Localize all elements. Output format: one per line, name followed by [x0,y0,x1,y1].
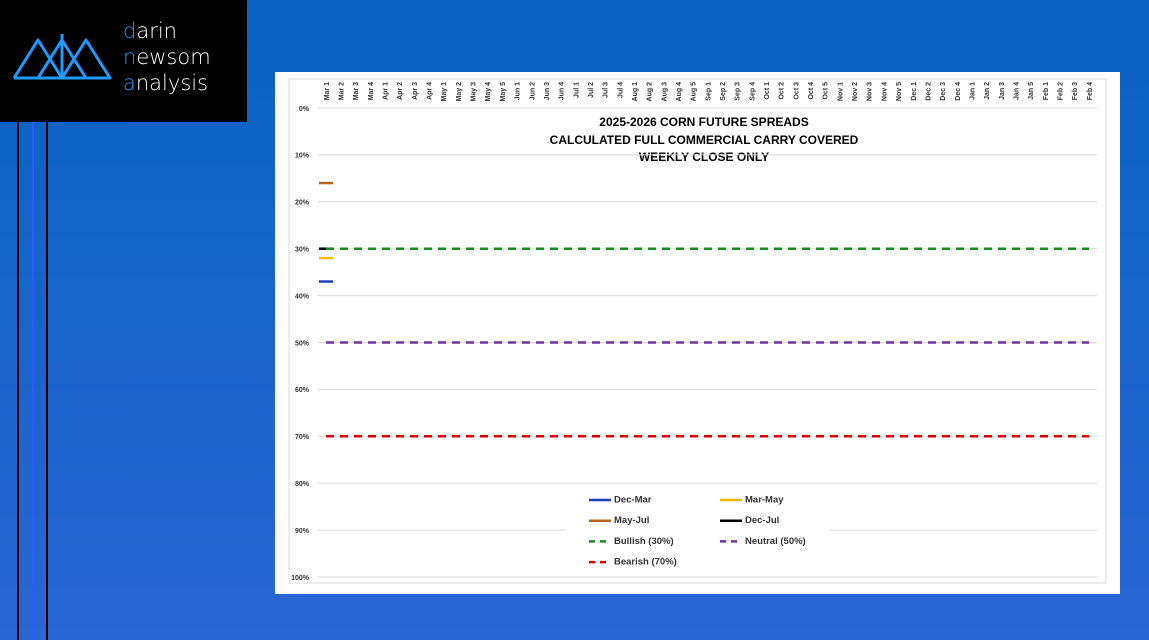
x-tick-label: Nov 4 [881,82,888,101]
brand-word: darin [123,19,177,43]
y-tick-label: 0% [299,106,310,113]
legend-label: Bearish (70%) [614,557,677,568]
y-tick-label: 80% [295,481,310,488]
x-tick-label: Oct 3 [793,82,800,100]
decor-line [17,122,19,640]
x-tick-label: Feb 2 [1057,82,1064,100]
logo-icon [12,34,112,80]
x-tick-label: Jul 3 [603,82,610,98]
x-tick-label: Jan 5 [1028,82,1035,100]
x-tick-label: Feb 4 [1087,82,1094,100]
legend-label: Dec-Jul [745,515,779,526]
x-tick-label: Oct 4 [808,82,815,100]
x-tick-label: Dec 1 [911,82,918,101]
brand-word: analysis [123,71,209,95]
x-tick-label: Jul 2 [588,82,595,98]
chart-title: 2025-2026 CORN FUTURE SPREADS [599,115,808,129]
x-tick-label: May 2 [456,82,463,102]
x-tick-label: Jan 3 [999,82,1006,100]
legend-label: Mar-May [745,495,784,506]
x-tick-label: Mar 2 [339,82,346,100]
chart-subtitle: CALCULATED FULL COMMERCIAL CARRY COVERED [550,133,859,147]
x-tick-label: May 4 [485,82,492,102]
x-tick-label: Jan 4 [1013,82,1020,100]
decor-line [46,122,48,640]
y-tick-label: 40% [295,293,310,300]
x-tick-label: May 1 [441,82,448,102]
x-tick-label: Jul 4 [617,82,624,98]
x-tick-label: Mar 1 [324,82,331,100]
x-tick-label: Sep 1 [705,82,712,101]
y-tick-label: 100% [291,575,310,582]
x-tick-label: Jul 1 [573,82,580,98]
brand-word: newsom [123,45,211,69]
x-tick-label: Oct 1 [764,82,771,100]
y-tick-label: 30% [295,247,310,254]
x-tick-label: Feb 1 [1043,82,1050,100]
decor-line [32,122,34,640]
x-tick-label: Mar 3 [353,82,360,100]
x-tick-label: Jun 4 [559,82,566,100]
x-tick-label: Feb 3 [1072,82,1079,100]
legend-label: May-Jul [614,515,649,526]
x-tick-label: Jan 1 [969,82,976,100]
x-tick-label: Nov 1 [837,82,844,101]
x-tick-label: May 5 [500,82,507,102]
x-tick-label: Mar 4 [368,82,375,100]
x-tick-label: Nov 5 [896,82,903,101]
x-tick-label: Apr 1 [383,82,390,100]
brand: darin newsom analysis [123,18,211,96]
x-tick-label: Jun 1 [515,82,522,100]
x-tick-label: Sep 4 [749,82,756,101]
y-tick-label: 90% [295,528,310,535]
x-tick-label: Aug 3 [661,82,668,102]
y-tick-label: 50% [295,340,310,347]
legend-box [565,490,830,575]
chart-note: WEEKLY CLOSE ONLY [639,150,769,164]
logo: darin newsom analysis [0,0,247,122]
y-tick-label: 20% [295,200,310,207]
x-tick-label: Sep 3 [735,82,742,101]
legend-label: Dec-Mar [614,495,652,506]
x-tick-label: Oct 2 [779,82,786,100]
x-tick-label: Apr 2 [397,82,404,100]
x-tick-label: Jun 3 [544,82,551,100]
x-tick-label: Aug 2 [647,82,654,102]
x-tick-label: Apr 3 [412,82,419,100]
x-tick-label: Oct 5 [823,82,830,100]
y-tick-label: 70% [295,434,310,441]
x-tick-label: Aug 4 [676,82,683,102]
x-tick-label: May 3 [471,82,478,102]
y-tick-label: 10% [295,153,310,160]
x-tick-label: Apr 4 [427,82,434,100]
x-tick-label: Sep 2 [720,82,727,101]
x-tick-label: Aug 1 [632,82,639,102]
x-tick-label: Aug 5 [691,82,698,102]
y-tick-label: 60% [295,387,310,394]
x-tick-label: Dec 2 [925,82,932,101]
x-tick-label: Nov 2 [852,82,859,101]
x-tick-label: Nov 3 [867,82,874,101]
x-tick-label: Dec 4 [955,82,962,101]
legend-label: Bullish (30%) [614,536,674,547]
legend: Dec-Mar Mar-May May-Jul Dec-Jul Bullish (30%… [565,490,830,575]
x-tick-label: Jan 2 [984,82,991,100]
legend-label: Neutral (50%) [745,536,806,547]
plot-border [288,78,1107,584]
x-tick-label: Dec 3 [940,82,947,101]
x-tick-label: Jun 2 [529,82,536,100]
